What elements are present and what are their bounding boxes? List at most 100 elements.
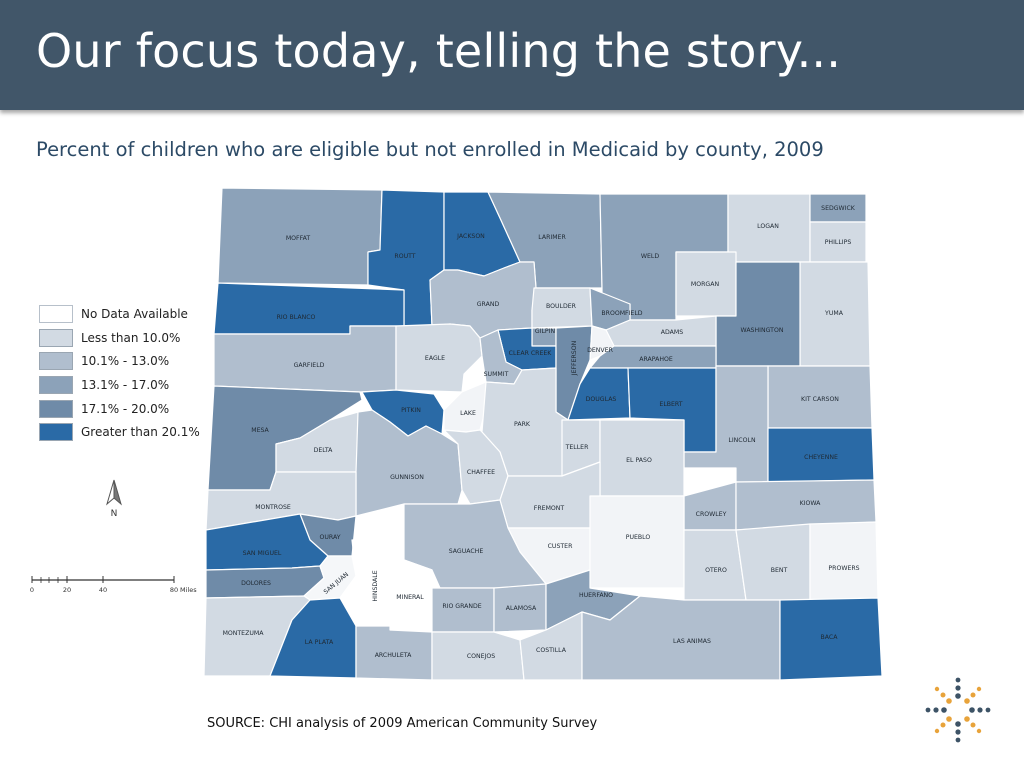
label-jackson: JACKSON <box>456 233 485 240</box>
label-phillips: PHILLIPS <box>825 239 852 246</box>
legend-item-17-20: 17.1% - 20.0% <box>39 397 200 421</box>
label-alamosa: ALAMOSA <box>506 605 537 612</box>
label-montrose: MONTROSE <box>255 504 291 511</box>
legend-label-17-20: 17.1% - 20.0% <box>81 401 170 416</box>
county-pueblo <box>589 495 685 589</box>
label-el-paso: EL PASO <box>626 457 652 464</box>
label-pueblo: PUEBLO <box>626 534 651 541</box>
label-boulder: BOULDER <box>546 303 577 310</box>
scale-tick-0: 0 <box>30 586 34 594</box>
scale-bar: 0 20 40 80 Miles <box>30 576 197 594</box>
label-mesa: MESA <box>251 427 269 434</box>
legend-label-nodata: No Data Available <box>81 306 188 321</box>
legend-swatch-10-13 <box>39 352 73 371</box>
legend-item-gt20: Greater than 20.1% <box>39 420 200 444</box>
north-arrow-icon: N <box>106 479 122 519</box>
legend-swatch-gt20 <box>39 423 73 442</box>
legend-label-10-13: 10.1% - 13.0% <box>81 354 170 369</box>
label-arapahoe: ARAPAHOE <box>639 356 673 363</box>
legend-swatch-nodata <box>39 304 73 323</box>
label-costilla: COSTILLA <box>536 647 567 654</box>
label-teller: TELLER <box>565 444 589 451</box>
map-subtitle: Percent of children who are eligible but… <box>36 138 824 161</box>
county-lincoln <box>683 365 769 483</box>
county-arapahoe <box>589 345 717 369</box>
slide-title: Our focus today, telling the story... <box>36 24 842 78</box>
label-kit-carson: KIT CARSON <box>801 396 839 403</box>
legend-item-lt10: Less than 10.0% <box>39 326 200 350</box>
county-rio-grande <box>431 587 495 633</box>
label-prowers: PROWERS <box>828 565 859 572</box>
label-moffat: MOFFAT <box>286 235 311 242</box>
starburst-logo-icon <box>925 677 991 743</box>
label-larimer: LARIMER <box>538 234 566 241</box>
label-bent: BENT <box>771 567 788 574</box>
scale-tick-80: 80 <box>170 586 178 594</box>
scale-tick-20: 20 <box>63 586 71 594</box>
label-yuma: YUMA <box>824 310 844 317</box>
county-baca <box>779 597 883 681</box>
label-broomfield: BROOMFIELD <box>601 310 642 317</box>
label-custer: CUSTER <box>548 543 573 550</box>
legend-swatch-13-17 <box>39 375 73 394</box>
label-la-plata: LA PLATA <box>305 639 334 646</box>
label-gunnison: GUNNISON <box>390 474 424 481</box>
label-archuleta: ARCHULETA <box>375 652 412 659</box>
label-conejos: CONEJOS <box>467 653 495 660</box>
label-delta: DELTA <box>314 447 334 454</box>
label-san-miguel: SAN MIGUEL <box>243 550 282 557</box>
label-grand: GRAND <box>477 301 500 308</box>
label-huerfano: HUERFANO <box>579 592 613 599</box>
label-summit: SUMMIT <box>484 371 509 378</box>
label-jefferson: JEFFERSON <box>571 340 578 376</box>
label-rio-grande: RIO GRANDE <box>442 603 481 610</box>
label-gilpin: GILPIN <box>535 328 556 335</box>
label-montezuma: MONTEZUMA <box>223 630 265 637</box>
label-chaffee: CHAFFEE <box>467 469 495 476</box>
legend-label-lt10: Less than 10.0% <box>81 330 181 345</box>
label-clear-creek: CLEAR CREEK <box>509 350 553 357</box>
label-routt: ROUTT <box>394 253 415 260</box>
north-label: N <box>111 509 118 519</box>
county-boulder <box>531 287 593 329</box>
label-kiowa: KIOWA <box>800 500 822 507</box>
label-lincoln: LINCOLN <box>728 437 756 444</box>
legend-item-nodata: No Data Available <box>39 302 200 326</box>
legend: No Data Available Less than 10.0% 10.1% … <box>39 302 200 444</box>
label-elbert: ELBERT <box>659 401 682 408</box>
label-denver: DENVER <box>587 347 613 354</box>
label-baca: BACA <box>821 634 839 641</box>
label-eagle: EAGLE <box>425 355 445 362</box>
label-douglas: DOUGLAS <box>586 396 617 403</box>
label-fremont: FREMONT <box>534 505 565 512</box>
label-weld: WELD <box>641 253 659 260</box>
title-bar: Our focus today, telling the story... <box>0 0 1024 110</box>
label-saguache: SAGUACHE <box>449 548 484 555</box>
legend-label-gt20: Greater than 20.1% <box>81 425 200 440</box>
county-garfield <box>213 325 397 393</box>
label-morgan: MORGAN <box>691 281 720 288</box>
county-bent <box>735 523 811 601</box>
legend-item-10-13: 10.1% - 13.0% <box>39 349 200 373</box>
label-rio-blanco: RIO BLANCO <box>277 314 316 321</box>
label-hinsdale: HINSDALE <box>372 570 379 601</box>
label-cheyenne: CHEYENNE <box>804 454 838 461</box>
label-crowley: CROWLEY <box>696 511 727 518</box>
legend-item-13-17: 13.1% - 17.0% <box>39 373 200 397</box>
legend-label-13-17: 13.1% - 17.0% <box>81 377 170 392</box>
label-dolores: DOLORES <box>241 580 271 587</box>
label-sedgwick: SEDGWICK <box>821 205 856 212</box>
source-note: SOURCE: CHI analysis of 2009 American Co… <box>207 716 598 731</box>
label-las-animas: LAS ANIMAS <box>673 638 711 645</box>
scale-tick-40: 40 <box>99 586 107 594</box>
label-washington: WASHINGTON <box>741 327 784 334</box>
label-lake: LAKE <box>460 410 476 417</box>
legend-swatch-17-20 <box>39 399 73 418</box>
label-otero: OTERO <box>705 567 727 574</box>
label-logan: LOGAN <box>757 223 779 230</box>
label-pitkin: PITKIN <box>401 407 421 414</box>
label-adams: ADAMS <box>661 329 683 336</box>
county-otero <box>683 529 747 601</box>
county-prowers <box>809 521 879 601</box>
county-crowley <box>683 481 737 531</box>
